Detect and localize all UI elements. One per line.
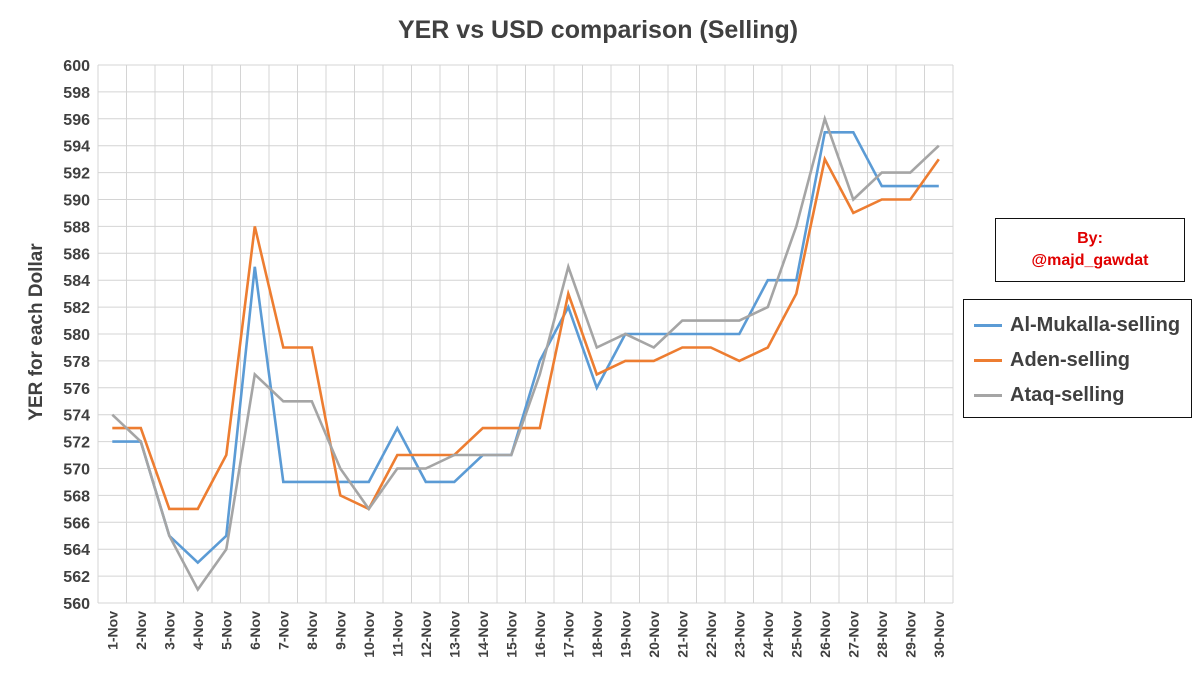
y-tick-label: 566 <box>63 515 90 532</box>
x-tick-label: 16-Nov <box>532 611 548 658</box>
y-tick-label: 572 <box>63 435 90 452</box>
x-tick-label: 15-Nov <box>503 611 519 658</box>
x-tick-label: 10-Nov <box>361 611 377 658</box>
y-tick-label: 586 <box>63 246 90 263</box>
y-tick-label: 588 <box>63 219 90 236</box>
x-tick-label: 14-Nov <box>475 611 491 658</box>
x-tick-label: 17-Nov <box>560 611 576 658</box>
y-tick-label: 578 <box>63 354 90 371</box>
x-tick-label: 23-Nov <box>731 611 747 658</box>
x-tick-label: 26-Nov <box>817 611 833 658</box>
legend-swatch-al-mukalla <box>974 324 1002 327</box>
chart-title: YER vs USD comparison (Selling) <box>398 16 798 44</box>
y-tick-label: 568 <box>63 488 90 505</box>
x-tick-label: 2-Nov <box>133 611 149 650</box>
legend-item-aden: Aden-selling <box>964 343 1191 378</box>
series-lines <box>111 114 940 592</box>
y-tick-label: 582 <box>63 300 90 317</box>
y-tick-label: 562 <box>63 569 90 586</box>
legend-swatch-aden <box>974 359 1002 362</box>
x-tick-label: 19-Nov <box>617 611 633 658</box>
x-tick-label: 21-Nov <box>674 611 690 658</box>
x-tick-label: 20-Nov <box>646 611 662 658</box>
x-tick-label: 4-Nov <box>190 611 206 650</box>
y-tick-label: 592 <box>63 166 90 183</box>
gridlines <box>97 64 954 604</box>
y-tick-label: 564 <box>63 542 90 559</box>
y-axis-ticks: 560 562 564 566 568 570 572 574 576 578 580 582 584 5… <box>63 58 90 613</box>
credit-handle: @majd_gawdat <box>1031 252 1149 269</box>
legend-label: Aden-selling <box>1010 349 1131 371</box>
x-axis-ticks: 1-Nov 2-Nov 3-Nov 4-Nov 5-Nov 6-Nov 7-Nov 8-Nov… <box>104 611 947 658</box>
legend-item-al-mukalla: Al-Mukalla-selling <box>964 308 1191 343</box>
series-line-al-mukalla-selling <box>112 131 939 565</box>
legend-label: Al-Mukalla-selling <box>1010 314 1181 336</box>
y-tick-label: 574 <box>63 408 90 425</box>
y-tick-label: 600 <box>63 58 90 75</box>
y-tick-label: 590 <box>63 193 90 210</box>
y-tick-label: 598 <box>63 85 90 102</box>
x-tick-label: 5-Nov <box>218 611 234 650</box>
credit-box: By: @majd_gawdat <box>995 218 1185 282</box>
x-tick-label: 22-Nov <box>703 611 719 658</box>
x-tick-label: 8-Nov <box>304 611 320 650</box>
y-tick-label: 570 <box>63 462 90 479</box>
x-tick-label: 25-Nov <box>788 611 804 658</box>
legend-label: Ataq-selling <box>1010 384 1125 406</box>
legend-swatch-ataq <box>974 394 1002 397</box>
x-tick-label: 30-Nov <box>931 611 947 658</box>
x-tick-label: 3-Nov <box>161 611 177 650</box>
y-tick-label: 584 <box>63 273 90 290</box>
y-tick-label: 594 <box>63 139 90 156</box>
x-tick-label: 9-Nov <box>332 611 348 650</box>
x-tick-label: 13-Nov <box>446 611 462 658</box>
legend-item-ataq: Ataq-selling <box>964 378 1191 413</box>
y-tick-label: 576 <box>63 381 90 398</box>
credit-by: By: <box>1077 230 1103 247</box>
x-tick-label: 6-Nov <box>247 611 263 650</box>
x-tick-label: 12-Nov <box>418 611 434 658</box>
x-tick-label: 11-Nov <box>389 611 405 657</box>
y-tick-label: 560 <box>63 596 90 613</box>
x-tick-label: 18-Nov <box>589 611 605 658</box>
x-tick-label: 27-Nov <box>845 611 861 658</box>
x-tick-label: 1-Nov <box>104 611 120 650</box>
y-tick-label: 596 <box>63 112 90 129</box>
x-tick-label: 7-Nov <box>275 611 291 650</box>
series-line-aden-selling <box>112 155 940 511</box>
y-axis-label: YER for each Dollar <box>26 243 47 421</box>
series-line-ataq-selling <box>111 114 940 592</box>
x-tick-label: 29-Nov <box>902 611 918 658</box>
legend: Al-Mukalla-selling Aden-selling Ataq-sel… <box>963 299 1192 418</box>
y-tick-label: 580 <box>63 327 90 344</box>
x-tick-label: 28-Nov <box>874 611 890 658</box>
x-tick-label: 24-Nov <box>760 611 776 658</box>
